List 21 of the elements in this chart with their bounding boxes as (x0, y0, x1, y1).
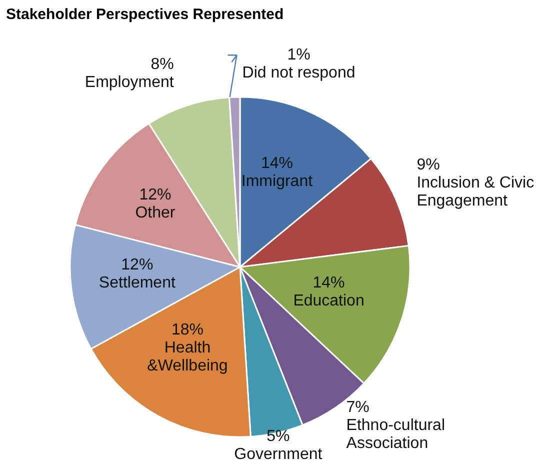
slice-label: Inclusion & Civic Engagement (416, 174, 534, 210)
slice-label: Other (135, 204, 176, 222)
data-label: 12% (139, 186, 172, 204)
data-label: 5% (266, 428, 290, 446)
data-label: 14% (260, 155, 293, 172)
data-label: 9% (416, 156, 440, 174)
chart-title: Stakeholder Perspectives Represented (6, 6, 284, 23)
slice-label: Government (234, 446, 323, 464)
data-label: 1% (287, 46, 310, 64)
data-label: 12% (121, 256, 154, 274)
slice-label: Immigrant (241, 173, 314, 190)
data-label: 14% (312, 274, 345, 292)
data-label: 8% (150, 56, 174, 73)
data-label: 18% (171, 322, 204, 339)
slice-label: Did not respond (242, 64, 356, 82)
slice-label: Education (293, 292, 364, 310)
slice-label: Settlement (98, 274, 176, 292)
slice-label: Employment (84, 74, 174, 91)
data-label: 7% (346, 398, 370, 416)
slice-label: Ethno-cultural Association (346, 416, 446, 452)
slice-label: Health &Wellbeing (147, 340, 228, 375)
